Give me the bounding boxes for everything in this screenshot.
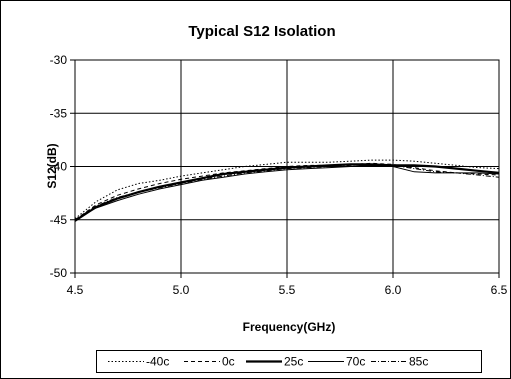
legend-label: 25c xyxy=(284,355,303,369)
legend-box xyxy=(96,350,482,373)
legend-label: 85c xyxy=(409,355,428,369)
series-line-70c xyxy=(74,164,500,221)
series-group xyxy=(74,159,500,222)
legend-label: 0c xyxy=(222,355,235,369)
x-tick-label: 5.0 xyxy=(173,283,190,297)
y-tick-label: -35 xyxy=(50,106,68,120)
x-tick-label: 5.5 xyxy=(279,283,296,297)
series-line-40c xyxy=(74,159,500,220)
y-axis-label: S12(dB) xyxy=(45,143,59,188)
x-axis-label: Frequency(GHz) xyxy=(243,320,336,334)
tick-labels: 4.5 5.0 5.5 6.0 6.5 -30 -35 -40 -45 -50 xyxy=(50,53,508,297)
legend-label: 70c xyxy=(346,355,365,369)
series-line-85c xyxy=(74,163,500,221)
y-tick-label: -30 xyxy=(50,53,68,67)
chart-title: Typical S12 Isolation xyxy=(188,23,335,40)
legend-label: -40c xyxy=(146,355,169,369)
y-tick-label: -40 xyxy=(50,160,68,174)
series-line-0c xyxy=(74,162,500,221)
x-tick-label: 6.0 xyxy=(385,283,402,297)
x-tick-label: 6.5 xyxy=(491,283,508,297)
x-tick-label: 4.5 xyxy=(67,283,84,297)
y-tick-label: -45 xyxy=(50,213,68,227)
y-tick-label: -50 xyxy=(50,266,68,280)
legend: -40c 0c 25c 70c 85c xyxy=(96,350,482,373)
